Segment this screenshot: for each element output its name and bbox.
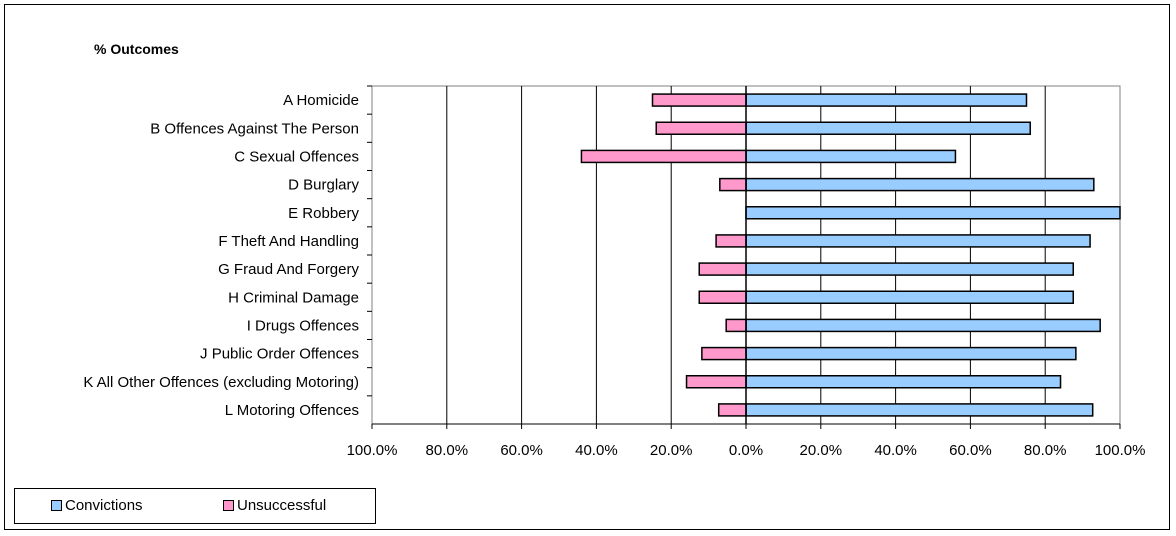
x-tick-label: 20.0% <box>650 442 693 459</box>
bar-convictions <box>745 234 1091 248</box>
bar-unsuccessful <box>701 346 747 361</box>
category-label: E Robbery <box>288 205 359 222</box>
legend-item-unsuccessful: Unsuccessful <box>223 497 326 514</box>
bar-convictions <box>745 346 1077 361</box>
bar-convictions <box>745 177 1095 192</box>
bar-convictions <box>745 375 1062 389</box>
bar-unsuccessful <box>698 262 747 276</box>
legend-label-convictions: Convictions <box>65 497 143 514</box>
chart-title: % Outcomes <box>94 41 179 57</box>
x-tick-label: 20.0% <box>800 442 843 459</box>
bar-convictions <box>745 93 1028 107</box>
x-tick-label: 80.0% <box>1024 442 1067 459</box>
category-label: H Criminal Damage <box>228 289 359 306</box>
x-tick-label: 0.0% <box>729 442 763 459</box>
category-label: K All Other Offences (excluding Motoring… <box>83 374 359 391</box>
category-label: B Offences Against The Person <box>150 120 359 137</box>
bar-convictions <box>745 403 1094 417</box>
bar-unsuccessful <box>651 93 747 107</box>
legend-label-unsuccessful: Unsuccessful <box>237 497 327 514</box>
legend-item-convictions: Convictions <box>51 497 143 514</box>
x-tick-label: 100.0% <box>347 442 398 459</box>
bar-unsuccessful <box>580 149 747 164</box>
bar-unsuccessful <box>725 318 747 333</box>
bar-convictions <box>745 290 1074 304</box>
x-tick-label: 80.0% <box>426 442 469 459</box>
bar-unsuccessful <box>717 403 747 417</box>
bar-unsuccessful <box>685 375 747 389</box>
x-tick-label: 40.0% <box>575 442 618 459</box>
bar-unsuccessful <box>715 234 747 248</box>
x-tick-label: 100.0% <box>1095 442 1146 459</box>
category-label: F Theft And Handling <box>218 233 359 250</box>
bar-convictions <box>745 149 957 164</box>
bar-convictions <box>745 121 1031 135</box>
x-tick-label: 60.0% <box>500 442 543 459</box>
category-label: I Drugs Offences <box>247 317 359 334</box>
legend-swatch-convictions <box>51 500 62 511</box>
bar-unsuccessful <box>698 290 747 304</box>
x-tick-label: 40.0% <box>874 442 917 459</box>
bar-unsuccessful <box>719 177 747 192</box>
legend: Convictions Unsuccessful <box>14 488 376 524</box>
bar-convictions <box>745 318 1101 333</box>
bar-convictions <box>745 262 1074 276</box>
category-label: A Homicide <box>283 92 359 109</box>
category-label: L Motoring Offences <box>225 402 359 419</box>
category-label: C Sexual Offences <box>234 148 359 165</box>
x-tick-label: 60.0% <box>949 442 992 459</box>
category-label: J Public Order Offences <box>200 346 359 363</box>
bar-convictions <box>745 206 1121 220</box>
legend-swatch-unsuccessful <box>223 500 234 511</box>
bar-unsuccessful <box>655 121 747 135</box>
category-label: G Fraud And Forgery <box>218 261 359 278</box>
category-label: D Burglary <box>288 177 359 194</box>
